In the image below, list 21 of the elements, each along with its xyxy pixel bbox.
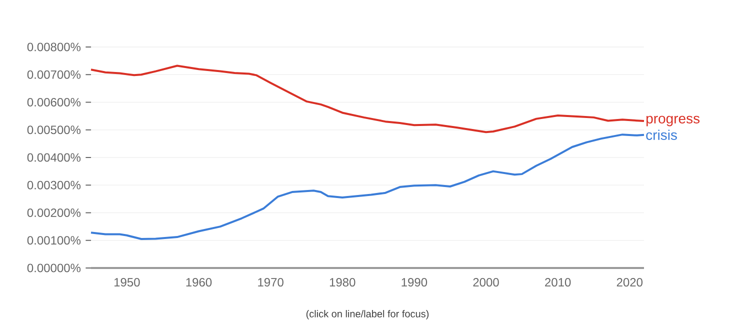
text: (click on line/label for focus) [306, 310, 429, 320]
y-tick-label: 0.00000% [27, 264, 81, 272]
y-tick-label: 0.00600% [27, 98, 81, 106]
x-tick-label: 2000 [473, 278, 499, 287]
x-tick-label: 1970 [258, 278, 284, 287]
y-tick-label: 0.00700% [27, 70, 81, 79]
y-tick-label: 0.00800% [27, 42, 81, 52]
line-series [90, 64, 645, 134]
y-tick-label: 0.00100% [27, 236, 81, 245]
x-tick-label: 2010 [545, 278, 571, 287]
y-tick-label: 0.00300% [27, 180, 81, 190]
y-tick-label: 0.00400% [27, 153, 81, 162]
x-tick-label: 1960 [186, 278, 212, 287]
series-label: progress [646, 116, 700, 126]
series-label: crisis [646, 130, 677, 140]
y-tick-label: 0.00500% [27, 126, 81, 134]
x-tick-label: 1990 [402, 278, 428, 287]
x-tick-label: 2020 [616, 278, 643, 287]
y-tick-label: 0.00200% [27, 208, 81, 217]
x-tick-label: 1980 [330, 278, 356, 287]
x-tick-label: 1950 [114, 278, 140, 287]
